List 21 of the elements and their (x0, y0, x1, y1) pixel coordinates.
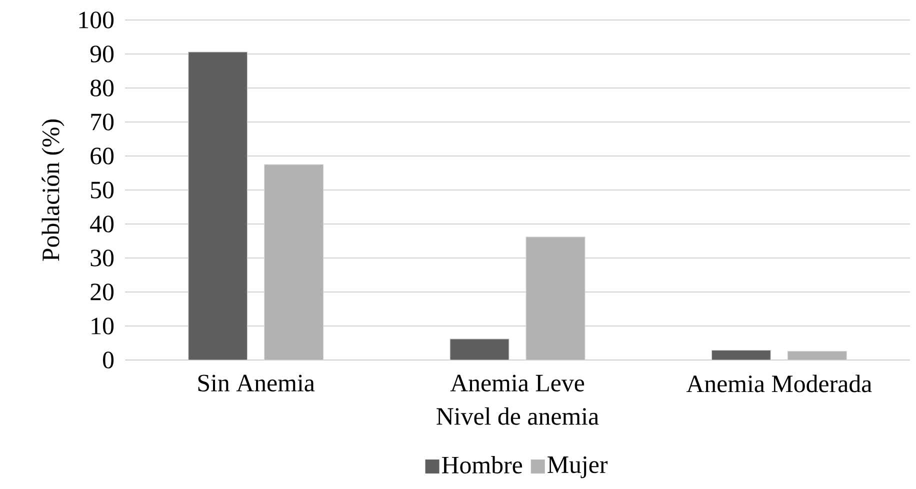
y-tick-label: 0 (103, 352, 114, 368)
legend-label: Hombre (442, 456, 522, 474)
y-tick-label: 40 (90, 216, 114, 232)
y-tick-label: 80 (90, 80, 114, 96)
y-tick-label: 10 (92, 318, 114, 334)
y-tick-label: 30 (90, 250, 114, 266)
y-tick-label: 50 (91, 182, 114, 198)
y-tick-label: 20 (90, 284, 114, 300)
legend-label: Mujer (548, 456, 608, 478)
x-tick-label: Anemia Leve (450, 374, 584, 392)
y-axis-title: Población (%) (42, 120, 64, 261)
bar (787, 350, 847, 360)
y-tick-label: 70 (91, 114, 114, 130)
y-tick-label: 100 (79, 12, 114, 28)
x-tick-label: Anemia Moderada (686, 374, 872, 392)
x-axis-title: Nivel de anemia (436, 407, 599, 425)
y-tick-label: 60 (90, 148, 114, 164)
y-tick-label: 90 (90, 46, 114, 62)
x-tick-label: Sin Anemia (198, 374, 315, 392)
bar (450, 338, 510, 360)
bar (711, 350, 771, 360)
